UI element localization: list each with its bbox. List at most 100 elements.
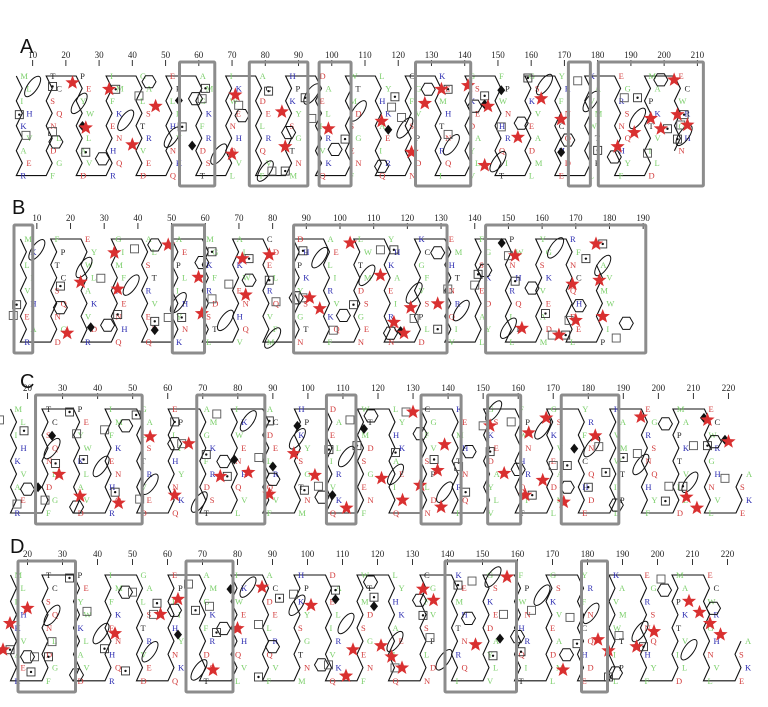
dotted-square-dot xyxy=(622,456,625,459)
dotted-square-icon xyxy=(14,110,24,120)
region-box xyxy=(317,60,353,188)
residue: D xyxy=(546,324,552,334)
residue: N xyxy=(509,260,515,270)
residue: T xyxy=(140,121,146,131)
residue: L xyxy=(570,337,575,347)
residue: F xyxy=(260,171,265,181)
residue: A xyxy=(475,133,482,143)
star-icon xyxy=(107,626,123,640)
dotted-square-dot xyxy=(226,475,229,478)
residue: T xyxy=(358,260,364,270)
dotted-square-dot xyxy=(205,453,208,456)
residue: F xyxy=(273,324,278,334)
residue: L xyxy=(325,108,330,118)
residue: F xyxy=(50,171,55,181)
residue: E xyxy=(529,121,534,131)
residue: E xyxy=(146,158,151,168)
tick-label: 220 xyxy=(722,383,736,393)
tick-label: 170 xyxy=(546,549,560,559)
dotted-square-dot xyxy=(664,499,667,503)
residue: D xyxy=(91,324,97,334)
hexagon-icon xyxy=(524,281,540,295)
residue: A xyxy=(204,570,211,580)
oval-icon xyxy=(442,134,460,156)
dotted-square-dot xyxy=(134,413,138,417)
hexagon-icon xyxy=(411,593,428,607)
residue: A xyxy=(682,583,689,593)
tick-label: 80 xyxy=(233,383,243,393)
residue: F xyxy=(425,430,430,440)
residue: L xyxy=(26,83,31,93)
residue: S xyxy=(206,158,211,168)
tick-label: 120 xyxy=(391,50,405,60)
star-icon xyxy=(539,410,554,424)
residue: H xyxy=(303,247,309,257)
residue: H xyxy=(121,324,127,334)
residue: V xyxy=(237,337,244,347)
dotted-square-dot xyxy=(303,489,306,492)
tick-label: 60 xyxy=(194,50,204,60)
residue: V xyxy=(535,108,542,118)
residue: C xyxy=(273,417,279,427)
region-box xyxy=(443,559,518,694)
residue: A xyxy=(176,234,183,244)
residue: W xyxy=(84,443,92,453)
residue: L xyxy=(509,337,514,347)
square-icon xyxy=(375,245,385,255)
diamond-icon xyxy=(268,461,277,472)
residue: Q xyxy=(172,676,178,686)
star-icon xyxy=(373,267,388,282)
residue: R xyxy=(588,583,594,593)
residue: F xyxy=(109,596,114,606)
star-icon xyxy=(426,592,441,607)
residue: A xyxy=(146,234,153,244)
oval-icon xyxy=(547,237,565,259)
residue: V xyxy=(540,286,547,296)
residue: R xyxy=(509,286,515,296)
residue: E xyxy=(170,71,175,81)
residue: D xyxy=(273,247,279,257)
residue: E xyxy=(645,570,650,580)
residue: S xyxy=(651,443,656,453)
hexagon-icon xyxy=(288,291,304,305)
star-icon xyxy=(230,621,245,635)
residue: Q xyxy=(146,337,152,347)
tick-label: 110 xyxy=(336,383,350,393)
panel-label: D xyxy=(10,536,24,558)
residue: H xyxy=(290,71,296,81)
residue: Q xyxy=(273,298,279,308)
residue: I xyxy=(614,482,617,492)
residue: V xyxy=(589,96,596,106)
residue: N xyxy=(115,636,121,646)
dotted-square-dot xyxy=(491,654,495,657)
diamond-icon xyxy=(497,85,506,96)
residue: N xyxy=(235,456,241,466)
residue: Y xyxy=(388,234,394,244)
dotted-square-dot xyxy=(114,88,117,91)
dotted-square-icon xyxy=(340,134,350,144)
residue: D xyxy=(260,96,266,106)
residue: A xyxy=(267,404,274,414)
dotted-square-icon xyxy=(264,275,274,285)
tick-label: 140 xyxy=(441,383,455,393)
star-icon xyxy=(437,437,452,451)
residue: D xyxy=(415,158,421,168)
star-icon xyxy=(721,434,736,448)
tick-label: 120 xyxy=(401,213,415,223)
square-icon xyxy=(197,94,207,104)
star-icon xyxy=(551,327,567,342)
residue: L xyxy=(336,610,341,620)
hexagon-icon xyxy=(117,585,134,599)
region-box xyxy=(34,393,144,526)
residue: G xyxy=(678,121,684,131)
star-icon xyxy=(125,137,140,151)
residue: L xyxy=(140,96,145,106)
residue: F xyxy=(204,456,209,466)
star-icon xyxy=(417,95,432,110)
residue: Y xyxy=(399,417,405,427)
hexagon-icon xyxy=(560,133,576,147)
star-icon xyxy=(51,466,67,481)
residue: C xyxy=(582,623,588,633)
residue: K xyxy=(206,260,213,270)
residue: Y xyxy=(651,663,657,673)
